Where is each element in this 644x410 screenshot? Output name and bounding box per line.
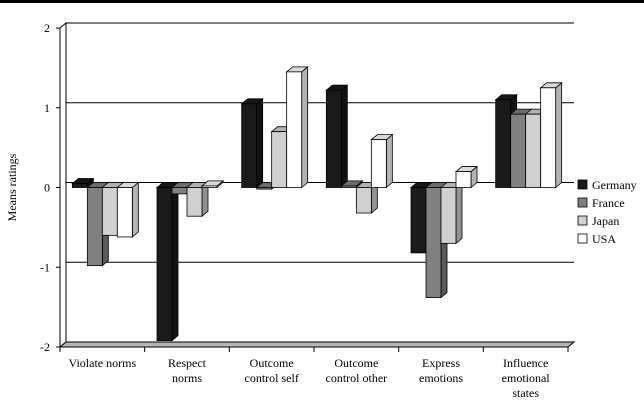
bar-usa-0 — [116, 187, 133, 238]
bar-usa-3 — [370, 139, 387, 188]
bar-usa-1 — [201, 185, 218, 188]
bar-usa-4 — [455, 171, 472, 188]
y-tick-label: -1 — [40, 260, 50, 274]
bar-side — [455, 181, 463, 245]
bar-france-0 — [86, 187, 103, 267]
legend-swatch-germany — [577, 179, 588, 190]
bar-side — [385, 133, 393, 189]
legend-swatch-usa — [577, 233, 588, 244]
bar-japan-3 — [355, 187, 372, 214]
category-label: Influence — [503, 356, 548, 370]
category-label: control self — [245, 371, 299, 385]
chart-floor — [58, 341, 576, 348]
category-label: Outcome — [250, 356, 294, 370]
bar-japan-1 — [186, 187, 203, 217]
category-label: emotional — [502, 371, 551, 385]
bar-france-5 — [510, 113, 527, 188]
category-label: emotions — [419, 371, 463, 385]
bar-germany-0 — [71, 183, 88, 188]
bar-japan-0 — [101, 187, 118, 236]
legend-label-france: France — [592, 196, 625, 210]
bar-side — [340, 84, 348, 189]
category-label: Express — [422, 356, 460, 370]
y-tick-label: 0 — [44, 181, 50, 195]
legend-label-japan: Japan — [592, 214, 619, 228]
y-tick-label: 1 — [44, 101, 50, 115]
bar-germany-2 — [241, 103, 258, 188]
category-label: states — [512, 386, 539, 400]
y-tick-label: -2 — [40, 340, 50, 354]
bar-side — [256, 97, 264, 189]
y-tick-label: 2 — [44, 21, 50, 35]
bar-japan-4 — [440, 187, 457, 244]
bar-side — [171, 181, 179, 342]
bar-side — [555, 81, 563, 189]
y-axis-label: Means ratings — [5, 153, 19, 221]
legend-swatch-japan — [577, 215, 588, 226]
bar-usa-2 — [286, 71, 303, 188]
bar-japan-5 — [525, 113, 542, 188]
bar-side — [131, 181, 139, 238]
category-label: Respect — [168, 356, 207, 370]
category-label: control other — [326, 371, 388, 385]
legend-swatch-france — [577, 197, 588, 208]
bar-france-1 — [171, 187, 188, 195]
bar-germany-3 — [325, 89, 342, 188]
category-label: Violate norms — [69, 356, 137, 370]
bar-germany-4 — [410, 187, 427, 254]
category-label: Outcome — [334, 356, 378, 370]
legend-label-usa: USA — [592, 232, 616, 246]
bar-side — [301, 66, 309, 189]
bar-japan-2 — [271, 131, 288, 188]
y-axis-wall — [59, 21, 67, 349]
bar-france-2 — [256, 187, 273, 190]
bar-france-4 — [425, 187, 442, 298]
category-label: norms — [172, 371, 202, 385]
bar-usa-5 — [540, 87, 557, 188]
top-rule — [0, 0, 644, 3]
bar-germany-1 — [156, 187, 173, 342]
legend-label-germany: Germany — [592, 178, 637, 192]
bar-france-3 — [340, 185, 357, 188]
bar-germany-5 — [495, 99, 512, 188]
